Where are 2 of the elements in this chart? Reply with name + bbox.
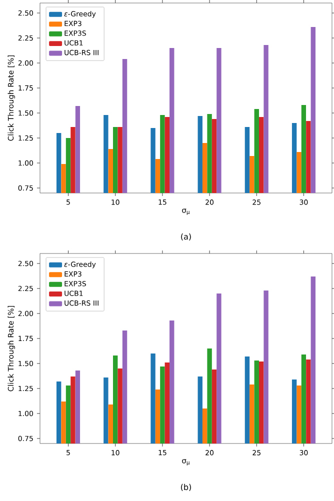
text: (b) (181, 484, 191, 492)
text: (a) (181, 233, 191, 241)
